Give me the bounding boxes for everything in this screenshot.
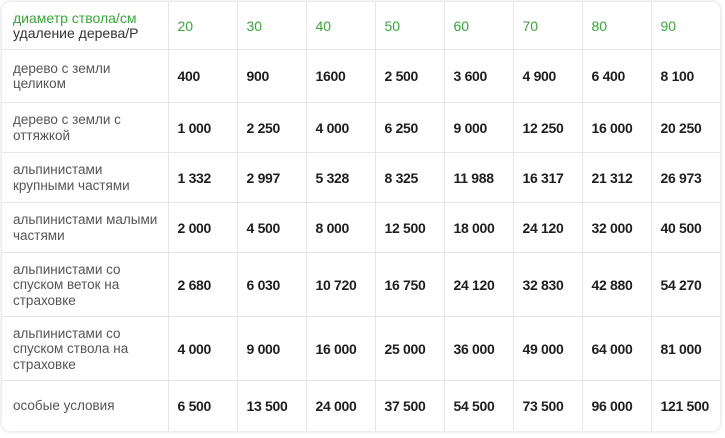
price-cell: 16 000 — [305, 316, 376, 382]
price-cell: 2 680 — [167, 252, 238, 318]
diameter-header: 70 — [512, 2, 583, 51]
price-cell: 3 600 — [443, 49, 514, 104]
price-cell: 49 000 — [512, 316, 583, 382]
price-cell: 24 120 — [443, 252, 514, 318]
diameter-header: 30 — [236, 2, 307, 51]
price-cell: 8 100 — [650, 49, 720, 104]
price-cell: 2 250 — [236, 102, 307, 154]
price-cell: 10 720 — [305, 252, 376, 318]
price-cell: 81 000 — [650, 316, 720, 382]
diameter-header: 90 — [650, 2, 720, 51]
price-cell: 16 750 — [374, 252, 445, 318]
price-cell: 73 500 — [512, 380, 583, 431]
table-row: альпинистами малыми частями 2 000 4 500 8 0… — [2, 202, 720, 254]
price-cell: 16 317 — [512, 152, 583, 204]
price-cell: 1600 — [305, 49, 376, 104]
price-cell: 4 900 — [512, 49, 583, 104]
table-row: особые условия 6 500 13 500 24 000 37 500 54 … — [2, 380, 720, 431]
price-cell: 11 988 — [443, 152, 514, 204]
price-cell: 37 500 — [374, 380, 445, 431]
header-row: диаметр ствола/см удаление дерева/Р 20 3… — [2, 2, 720, 51]
diameter-axis-label: диаметр ствола/см — [13, 9, 137, 26]
table-row: альпинистами со спуском ствола на страхо… — [2, 316, 720, 382]
row-label: альпинистами со спуском ствола на страхо… — [2, 316, 169, 382]
price-cell: 2 997 — [236, 152, 307, 204]
price-cell: 42 880 — [581, 252, 652, 318]
price-cell: 6 250 — [374, 102, 445, 154]
table-row: альпинистами со спуском веток на страхов… — [2, 252, 720, 318]
table-row: дерево с земли целиком 400 900 1600 2 500 3 6… — [2, 49, 720, 104]
price-cell: 13 500 — [236, 380, 307, 431]
price-cell: 32 000 — [581, 202, 652, 254]
price-cell: 21 312 — [581, 152, 652, 204]
price-cell: 54 270 — [650, 252, 720, 318]
table-row: альпинистами крупными частями 1 332 2 997 5… — [2, 152, 720, 204]
price-cell: 24 000 — [305, 380, 376, 431]
price-cell: 1 000 — [167, 102, 238, 154]
price-cell: 2 500 — [374, 49, 445, 104]
price-cell: 4 000 — [167, 316, 238, 382]
table-row: дерево с земли с оттяжкой 1 000 2 250 4 000… — [2, 102, 720, 154]
price-cell: 1 332 — [167, 152, 238, 204]
price-cell: 400 — [167, 49, 238, 104]
diameter-header: 80 — [581, 2, 652, 51]
price-table: диаметр ствола/см удаление дерева/Р 20 3… — [2, 2, 720, 431]
price-cell: 9 000 — [443, 102, 514, 154]
price-cell: 4 000 — [305, 102, 376, 154]
price-cell: 16 000 — [581, 102, 652, 154]
price-cell: 64 000 — [581, 316, 652, 382]
price-cell: 26 973 — [650, 152, 720, 204]
row-label: альпинистами со спуском веток на страхов… — [2, 252, 169, 318]
price-cell: 9 000 — [236, 316, 307, 382]
row-label: альпинистами малыми частями — [2, 202, 169, 254]
price-cell: 12 250 — [512, 102, 583, 154]
row-label: альпинистами крупными частями — [2, 152, 169, 204]
price-cell: 20 250 — [650, 102, 720, 154]
price-cell: 8 325 — [374, 152, 445, 204]
price-cell: 18 000 — [443, 202, 514, 254]
price-cell: 12 500 — [374, 202, 445, 254]
price-cell: 6 400 — [581, 49, 652, 104]
price-cell: 36 000 — [443, 316, 514, 382]
price-cell: 4 500 — [236, 202, 307, 254]
price-cell: 8 000 — [305, 202, 376, 254]
diameter-header: 50 — [374, 2, 445, 51]
price-cell: 25 000 — [374, 316, 445, 382]
diameter-header: 20 — [167, 2, 238, 51]
price-cell: 24 120 — [512, 202, 583, 254]
price-cell: 54 500 — [443, 380, 514, 431]
diameter-header: 60 — [443, 2, 514, 51]
price-cell: 32 830 — [512, 252, 583, 318]
price-cell: 2 000 — [167, 202, 238, 254]
price-cell: 121 500 — [650, 380, 720, 431]
price-table-body: диаметр ствола/см удаление дерева/Р 20 3… — [2, 2, 720, 431]
price-cell: 6 500 — [167, 380, 238, 431]
row-label: дерево с земли с оттяжкой — [2, 102, 169, 154]
price-cell: 900 — [236, 49, 307, 104]
price-cell: 40 500 — [650, 202, 720, 254]
diameter-header: 40 — [305, 2, 376, 51]
price-cell: 96 000 — [581, 380, 652, 431]
removal-axis-label: удаление дерева/Р — [13, 24, 139, 41]
row-label: особые условия — [2, 380, 169, 431]
price-table-card: диаметр ствола/см удаление дерева/Р 20 3… — [2, 2, 720, 431]
row-label: дерево с земли целиком — [2, 49, 169, 104]
price-cell: 6 030 — [236, 252, 307, 318]
corner-header: диаметр ствола/см удаление дерева/Р — [2, 2, 169, 51]
price-cell: 5 328 — [305, 152, 376, 204]
